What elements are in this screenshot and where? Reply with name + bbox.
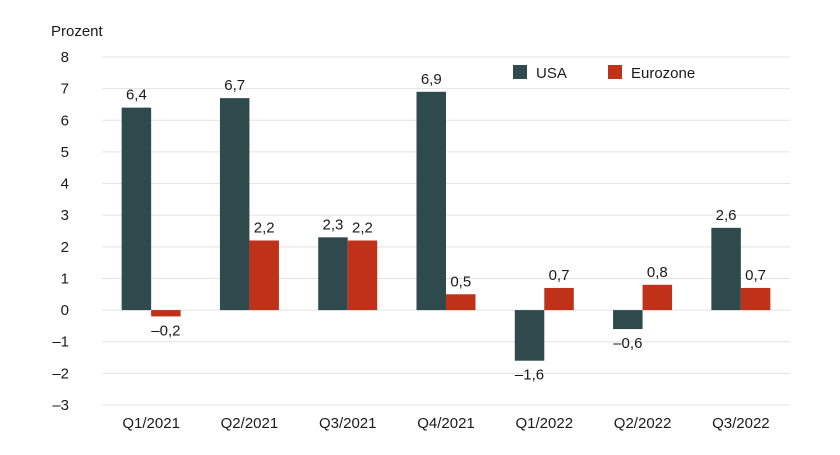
y-tick-label: –3	[52, 397, 69, 414]
data-label: 2,6	[716, 207, 737, 224]
data-label: 0,7	[549, 267, 570, 284]
legend-swatch-eurozone	[608, 65, 622, 79]
bar-eurozone-q1-2022	[544, 287, 574, 311]
data-label: 0,7	[745, 267, 766, 284]
x-tick-label: Q1/2022	[516, 415, 574, 432]
bar-usa-q3-2021	[318, 237, 348, 311]
y-tick-label: 8	[61, 49, 69, 66]
bar-usa-q2-2022	[613, 310, 643, 330]
y-tick-label: 3	[61, 207, 69, 224]
x-tick-label: Q2/2022	[614, 415, 672, 432]
bar-usa-q4-2021	[416, 91, 446, 311]
bar-eurozone-q1-2021	[151, 310, 181, 317]
y-axis-ticks: 8 7 6 5 4 3 2 1 0 –1 –2 –3	[52, 49, 69, 414]
x-tick-label: Q2/2021	[221, 415, 279, 432]
bar-eurozone-q2-2022	[642, 284, 673, 311]
y-tick-label: 1	[61, 270, 69, 287]
x-tick-label: Q3/2021	[319, 415, 377, 432]
data-label: –0,6	[613, 335, 642, 352]
bar-eurozone-q4-2021	[446, 294, 476, 311]
data-label: 2,3	[323, 216, 344, 233]
x-tick-label: Q4/2021	[417, 415, 475, 432]
bar-usa-q3-2022	[711, 227, 741, 311]
y-tick-label: –1	[52, 334, 69, 351]
data-label: 6,7	[224, 77, 245, 94]
bar-usa-q2-2021	[219, 98, 250, 311]
data-label: 2,2	[352, 219, 373, 236]
data-label: 6,9	[421, 71, 442, 88]
x-tick-label: Q1/2021	[122, 415, 180, 432]
bar-eurozone-q3-2022	[740, 287, 771, 311]
y-tick-label: 7	[61, 81, 69, 98]
x-tick-label: Q3/2022	[712, 415, 770, 432]
y-tick-label: 4	[61, 176, 69, 193]
legend: USA Eurozone	[513, 65, 695, 82]
data-label: 0,5	[450, 273, 471, 290]
legend-label-eurozone: Eurozone	[631, 65, 695, 82]
bar-usa-q1-2022	[514, 310, 545, 361]
data-labels: 6,4 –0,2 6,7 2,2 2,3 2,2 6,9 0,5 –1,6 0,7 –0,6 0,8 2…	[126, 71, 766, 384]
data-label: –0,2	[151, 322, 180, 339]
x-axis-ticks: Q1/2021 Q2/2021 Q3/2021 Q4/2021 Q1/2022 Q2/20…	[122, 415, 769, 432]
y-axis-unit-label: Prozent	[51, 23, 104, 40]
data-label: 0,8	[647, 264, 668, 281]
bar-eurozone-q2-2021	[249, 240, 279, 311]
data-label: 2,2	[254, 219, 275, 236]
data-label: –1,6	[515, 367, 544, 384]
data-label: 6,4	[126, 87, 147, 104]
y-tick-label: 5	[61, 144, 69, 161]
y-tick-label: –2	[52, 365, 69, 382]
legend-swatch-usa	[513, 65, 527, 79]
bar-eurozone-q3-2021	[347, 240, 378, 311]
legend-label-usa: USA	[536, 65, 567, 82]
y-tick-label: 6	[61, 112, 69, 129]
y-tick-label: 0	[61, 302, 69, 319]
y-tick-label: 2	[61, 239, 69, 256]
bars	[121, 91, 771, 361]
bar-usa-q1-2021	[121, 107, 152, 311]
